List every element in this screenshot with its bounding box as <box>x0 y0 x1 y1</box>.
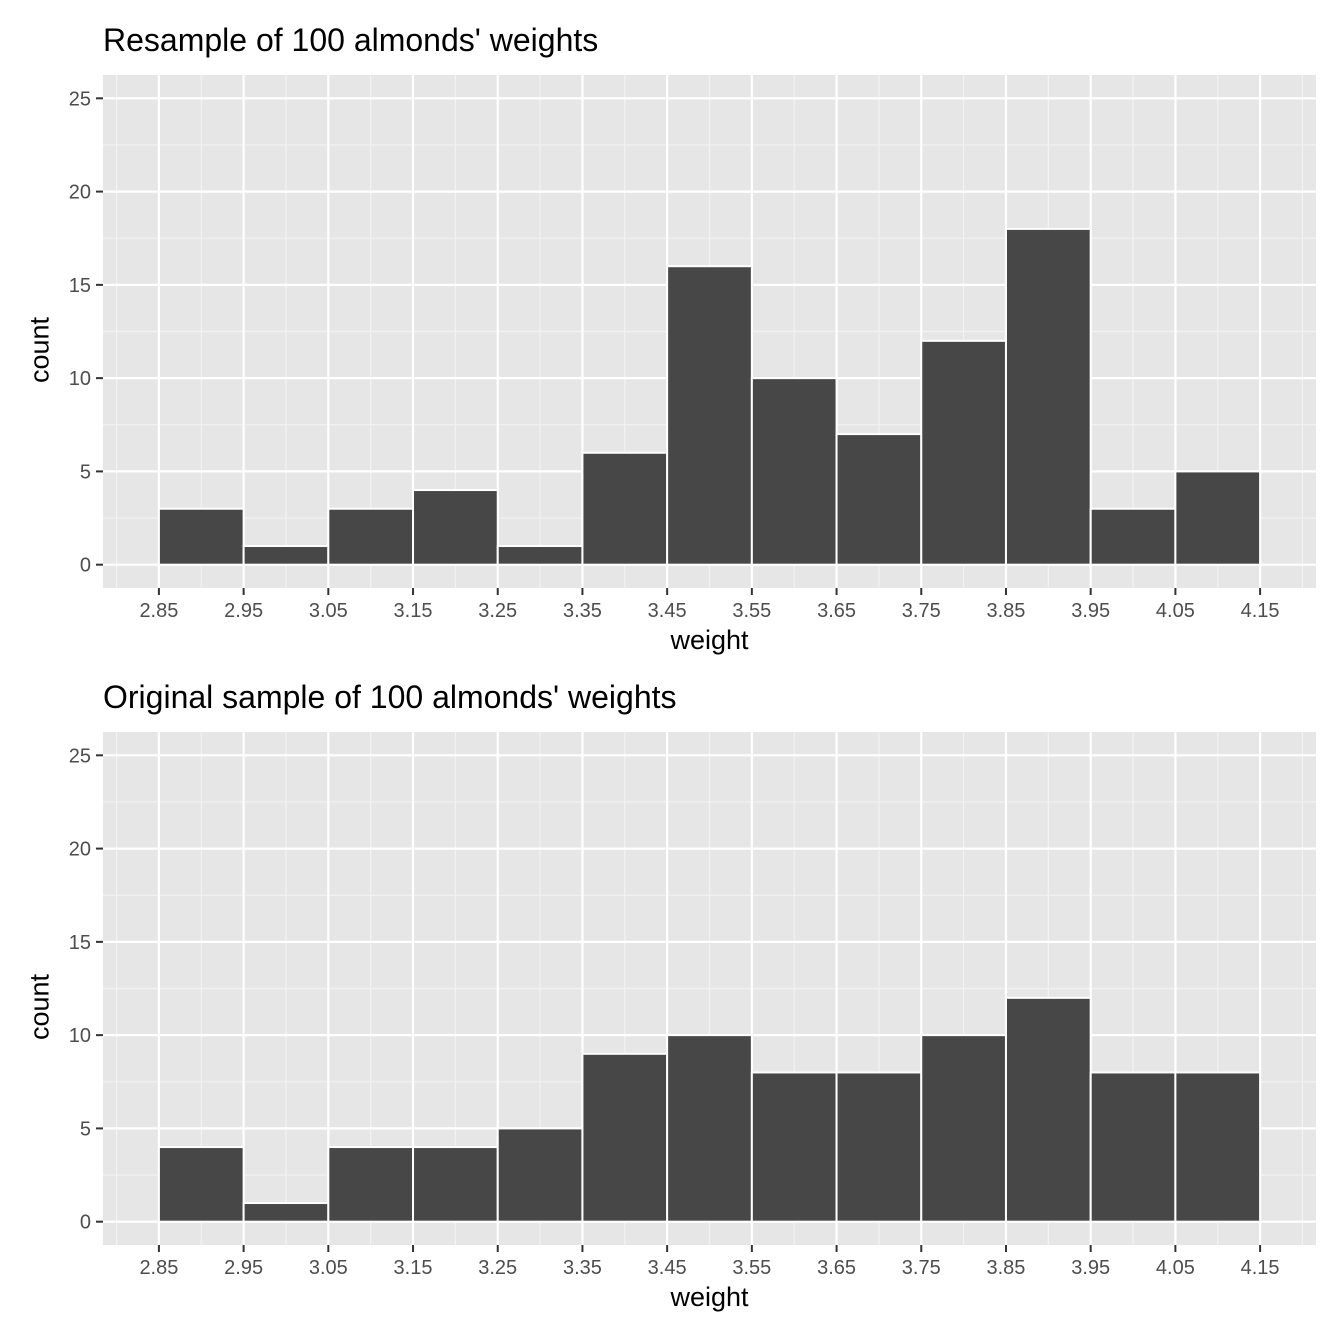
histogram-bar <box>666 265 753 566</box>
x-axis-label: weight <box>670 1282 749 1312</box>
x-tick-label: 2.95 <box>224 600 263 622</box>
y-tick-label: 25 <box>69 745 91 767</box>
histogram-bar <box>1004 996 1092 1223</box>
histogram-bar <box>581 1052 669 1223</box>
x-tick-label: 3.35 <box>563 1257 602 1279</box>
x-tick-label: 3.85 <box>987 1257 1026 1279</box>
histogram-bar <box>496 1127 584 1223</box>
histogram-bar <box>496 545 584 566</box>
x-tick-label: 3.95 <box>1071 1257 1110 1279</box>
y-axis-label-text: count <box>24 973 55 1041</box>
x-tick-label: 2.85 <box>139 600 178 622</box>
x-tick-label: 3.55 <box>732 1257 771 1279</box>
original-histogram-panel: Original sample of 100 almonds' weights … <box>0 657 1344 1329</box>
resample-histogram-plot: 0 5 10 15 20 25 2.85 2.95 3.05 3.15 3.25 3.35 3.45 3.… <box>69 75 1316 622</box>
x-tick-label: 3.65 <box>817 600 856 622</box>
x-tick-label: 4.15 <box>1241 600 1280 622</box>
histogram-bar <box>157 1146 245 1223</box>
x-tick-label: 3.75 <box>902 600 941 622</box>
y-tick-label: 15 <box>69 275 91 297</box>
histogram-bar <box>412 489 499 566</box>
x-tick-label: 3.15 <box>394 600 433 622</box>
y-tick-label: 10 <box>69 1025 91 1047</box>
y-tick-label: 15 <box>69 932 91 954</box>
y-tick-label: 5 <box>80 461 91 483</box>
resample-histogram-panel: Resample of 100 almonds' weights 0 5 10 15 2… <box>10 22 1316 655</box>
y-tick-label: 20 <box>69 839 91 861</box>
x-tick-label: 3.55 <box>732 600 771 622</box>
histogram-bar <box>750 377 838 566</box>
x-tick-label: 3.05 <box>309 600 348 622</box>
y-axis-label: count <box>10 200 70 500</box>
histogram-bar <box>581 451 669 566</box>
histogram-bar <box>920 1034 1007 1223</box>
x-tick-label: 2.85 <box>139 1257 178 1279</box>
original-histogram-plot: 0 5 10 15 20 25 2.85 2.95 3.05 3.15 3.25 3.35 3.45 3.… <box>69 732 1316 1279</box>
x-tick-label: 3.05 <box>309 1257 348 1279</box>
x-tick-label: 3.15 <box>394 1257 433 1279</box>
x-tick-label: 4.05 <box>1156 1257 1195 1279</box>
histogram-bar <box>666 1034 753 1223</box>
histogram-bar <box>1174 1071 1262 1223</box>
histogram-bar <box>242 545 330 566</box>
y-tick-label: 0 <box>80 1212 91 1234</box>
histogram-bar <box>835 1071 923 1223</box>
x-tick-label: 3.35 <box>563 600 602 622</box>
y-tick-label: 5 <box>80 1118 91 1140</box>
histogram-bar <box>1089 1071 1177 1223</box>
histogram-bar <box>242 1202 330 1223</box>
x-tick-label: 3.75 <box>902 1257 941 1279</box>
histogram-bar <box>835 433 923 566</box>
histogram-bar <box>157 507 245 566</box>
y-tick-label: 25 <box>69 88 91 110</box>
x-tick-label: 3.25 <box>478 600 517 622</box>
y-axis-label-text: count <box>24 316 55 384</box>
y-tick-label: 10 <box>69 368 91 390</box>
histogram-bar <box>1004 227 1092 566</box>
x-axis-label: weight <box>670 625 749 655</box>
x-tick-label: 3.45 <box>648 1257 687 1279</box>
chart-title: Resample of 100 almonds' weights <box>103 22 599 58</box>
histogram-bar <box>1174 470 1262 566</box>
x-tick-label: 3.85 <box>987 600 1026 622</box>
y-tick-label: 20 <box>69 182 91 204</box>
x-tick-label: 3.95 <box>1071 600 1110 622</box>
histogram-bar <box>327 1146 415 1223</box>
x-tick-label: 3.25 <box>478 1257 517 1279</box>
histogram-bar <box>750 1071 838 1223</box>
y-axis-label: count <box>10 857 70 1157</box>
histogram-bar <box>920 339 1007 566</box>
y-tick-label: 0 <box>80 555 91 577</box>
chart-title: Original sample of 100 almonds' weights <box>103 679 677 715</box>
x-tick-label: 4.05 <box>1156 600 1195 622</box>
x-tick-label: 4.15 <box>1241 1257 1280 1279</box>
histogram-bar <box>412 1146 499 1223</box>
histogram-bar <box>327 507 415 566</box>
x-tick-label: 3.45 <box>648 600 687 622</box>
x-tick-label: 2.95 <box>224 1257 263 1279</box>
histogram-bar <box>1089 507 1177 566</box>
x-tick-label: 3.65 <box>817 1257 856 1279</box>
